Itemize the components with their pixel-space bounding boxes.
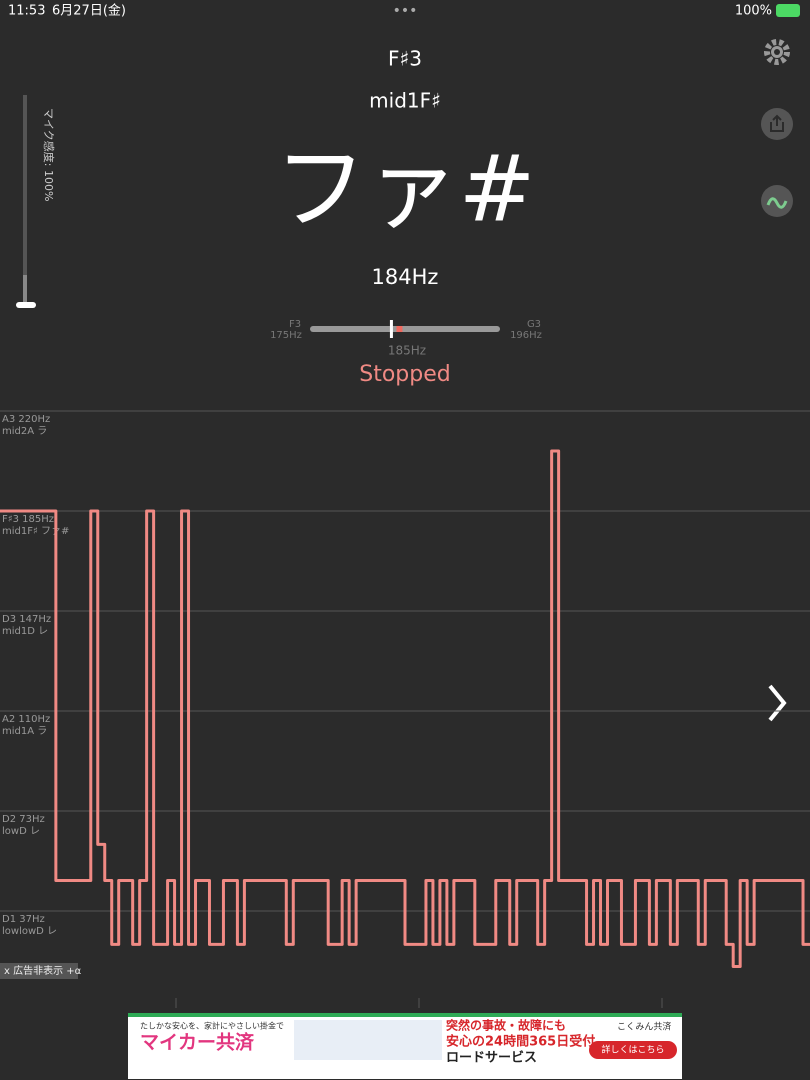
status[interactable]: Stopped	[359, 362, 450, 387]
note-alt: mid1F♯	[369, 89, 441, 113]
ad-line3: ロードサービス	[446, 1050, 537, 1066]
ad-hide[interactable]: x 広告非表示 +α	[4, 964, 82, 977]
low-freq: 175Hz	[270, 330, 302, 341]
ad-logo: こくみん共済	[617, 1021, 671, 1033]
high-freq: 196Hz	[510, 330, 542, 341]
ad-banner[interactable]: たしかな安心を、家計にやさしい掛金で マイカー共済 突然の事故・故障にも 安心の…	[128, 1013, 682, 1079]
dots: •••	[393, 3, 418, 19]
target-freq: 185Hz	[388, 344, 426, 358]
time: 11:53	[8, 4, 45, 19]
ad-line2: 安心の24時間365日受付	[446, 1034, 595, 1050]
tuner-target	[396, 326, 403, 332]
y-tick-label: D3 147Hz	[2, 614, 51, 625]
y-tick-name: mid1D レ	[2, 626, 48, 637]
y-tick-label: A3 220Hz	[2, 414, 50, 425]
frequency: 184Hz	[372, 265, 439, 289]
tuner-track	[310, 326, 500, 332]
ad-button: 詳しくはこちら	[601, 1044, 664, 1056]
date: 6月27日(金)	[52, 3, 126, 19]
y-tick-name: mid1A ラ	[2, 725, 47, 737]
solfege: ファ#	[274, 135, 535, 242]
tuner-needle	[389, 320, 393, 338]
y-tick-label: D2 73Hz	[2, 814, 45, 825]
mic-knob	[16, 302, 36, 308]
ad-brand: マイカー共済	[140, 1031, 255, 1054]
y-tick-name: lowD レ	[2, 826, 40, 837]
ad-line1: 突然の事故・故障にも	[446, 1018, 566, 1033]
high-note: G3	[527, 319, 541, 330]
y-tick-label: F♯3 185Hz	[2, 514, 54, 525]
pitch-trace	[0, 449, 810, 969]
battery: 100%	[735, 4, 772, 19]
y-tick-label: D1 37Hz	[2, 914, 45, 925]
ad-hide-button[interactable]	[0, 963, 78, 979]
settings-icon[interactable]	[764, 39, 790, 65]
mic-label: マイク感度: 100%	[42, 108, 56, 201]
low-note: F3	[289, 319, 301, 330]
next-arrow[interactable]	[768, 684, 787, 722]
note-name: F♯3	[388, 47, 422, 71]
y-tick-name: lowlowD レ	[2, 926, 57, 937]
graph-glyph	[766, 197, 788, 209]
battery-icon	[776, 4, 800, 17]
y-tick-name: mid2A ラ	[2, 425, 47, 437]
y-tick-name: mid1F♯ ファ#	[2, 526, 69, 537]
share-glyph	[770, 114, 784, 132]
ad-tagline: たしかな安心を、家計にやさしい掛金で	[140, 1021, 284, 1031]
y-tick-label: A2 110Hz	[2, 714, 50, 725]
